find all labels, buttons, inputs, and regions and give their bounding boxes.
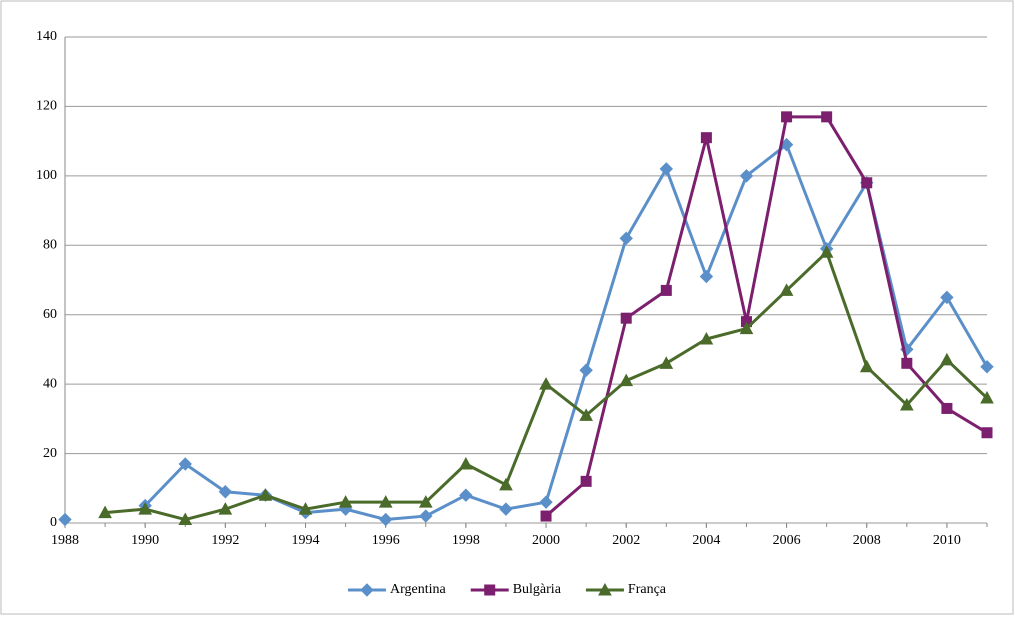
marker [540, 510, 552, 522]
x-tick-label: 1994 [292, 533, 320, 548]
marker [378, 495, 393, 508]
y-tick-label: 20 [43, 446, 57, 461]
marker [981, 427, 993, 439]
marker [138, 502, 153, 515]
marker [499, 502, 513, 516]
marker [739, 169, 754, 183]
marker [580, 475, 592, 487]
marker [98, 505, 112, 519]
marker [178, 512, 193, 526]
marker [258, 488, 273, 501]
marker [484, 584, 496, 596]
marker [940, 352, 954, 366]
x-tick-label: 1990 [131, 533, 159, 548]
marker [338, 495, 353, 508]
marker [699, 269, 714, 284]
marker [378, 512, 393, 527]
marker [620, 312, 632, 324]
marker [418, 495, 433, 508]
marker [901, 357, 913, 369]
y-tick-label: 60 [43, 307, 57, 322]
x-tick-label: 1998 [452, 533, 480, 548]
x-tick-label: 2008 [853, 533, 881, 548]
marker [859, 359, 874, 373]
x-tick-label: 1988 [51, 533, 79, 548]
marker [739, 321, 754, 335]
marker [298, 502, 313, 515]
marker [700, 132, 712, 144]
marker [579, 363, 593, 377]
y-tick-label: 80 [43, 238, 57, 253]
x-tick-label: 1996 [372, 533, 400, 548]
marker [980, 360, 994, 374]
marker [821, 111, 833, 123]
marker [941, 402, 953, 414]
marker [598, 582, 612, 596]
y-tick-label: 40 [43, 376, 57, 391]
marker [579, 408, 593, 421]
x-tick-label: 2002 [612, 533, 640, 548]
x-tick-label: 2010 [933, 533, 961, 548]
marker [539, 377, 553, 390]
marker [218, 485, 233, 499]
marker [781, 111, 793, 123]
legend-label: França [628, 582, 667, 597]
marker [459, 456, 473, 470]
y-tick-label: 120 [36, 99, 57, 114]
y-tick-label: 0 [50, 515, 57, 530]
x-tick-label: 2000 [532, 533, 560, 548]
marker [218, 502, 233, 515]
x-tick-label: 2006 [773, 533, 801, 548]
marker [980, 390, 994, 404]
marker [819, 245, 834, 258]
y-tick-label: 140 [36, 29, 57, 44]
marker [779, 283, 794, 296]
marker [178, 457, 192, 471]
marker [419, 509, 433, 523]
marker [861, 177, 873, 189]
marker [940, 290, 954, 305]
series-line [144, 143, 989, 522]
marker [459, 488, 473, 502]
marker [360, 583, 374, 597]
marker [659, 356, 674, 369]
marker [539, 495, 553, 509]
marker [499, 477, 513, 491]
marker [619, 231, 633, 246]
y-tick-label: 100 [36, 168, 57, 183]
legend-label: Bulgària [513, 582, 562, 597]
marker [659, 162, 674, 176]
marker [660, 284, 672, 296]
x-tick-label: 2004 [692, 533, 720, 548]
marker [699, 331, 714, 345]
marker [619, 373, 634, 387]
series-line [545, 115, 988, 518]
marker [899, 397, 914, 411]
legend-label: Argentina [390, 582, 447, 597]
marker [58, 512, 72, 527]
x-tick-label: 1992 [211, 533, 239, 548]
